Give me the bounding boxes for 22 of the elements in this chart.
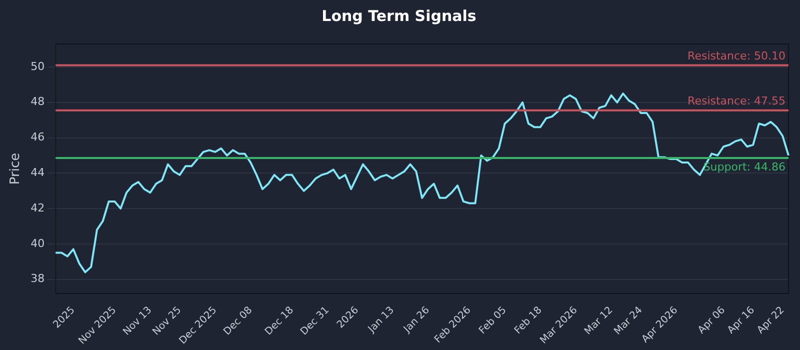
x-tick-label: Apr 16 <box>726 304 758 336</box>
y-tick-label: 46 <box>30 130 45 144</box>
x-tick-label: Dec 18 <box>263 304 296 338</box>
y-tick-label: 44 <box>30 166 45 180</box>
y-tick-label: 48 <box>30 95 45 108</box>
y-axis-title: Price <box>8 152 24 185</box>
x-tick-label: Apr 06 <box>696 304 728 336</box>
ref-line-label: Resistance: 47.55 <box>688 94 786 108</box>
x-tick-label: Feb 18 <box>512 304 544 336</box>
chart-title: Long Term Signals <box>322 6 476 25</box>
x-tick-label: Jan 26 <box>401 304 432 336</box>
x-tick-label: Dec 31 <box>298 304 332 338</box>
x-tick-label: Jan 13 <box>366 304 396 336</box>
ref-line-label: Resistance: 50.10 <box>688 50 786 63</box>
ref-line-label: Support: 44.86 <box>703 160 786 174</box>
y-tick-label: 50 <box>30 60 45 73</box>
x-tick-label: Apr 22 <box>755 304 787 336</box>
y-tick-label: 40 <box>30 236 45 250</box>
x-tick-label: Dec 08 <box>222 304 255 338</box>
y-tick-label: 42 <box>30 201 45 214</box>
x-tick-label: Feb 05 <box>477 304 509 336</box>
y-tick-label: 38 <box>30 272 45 286</box>
